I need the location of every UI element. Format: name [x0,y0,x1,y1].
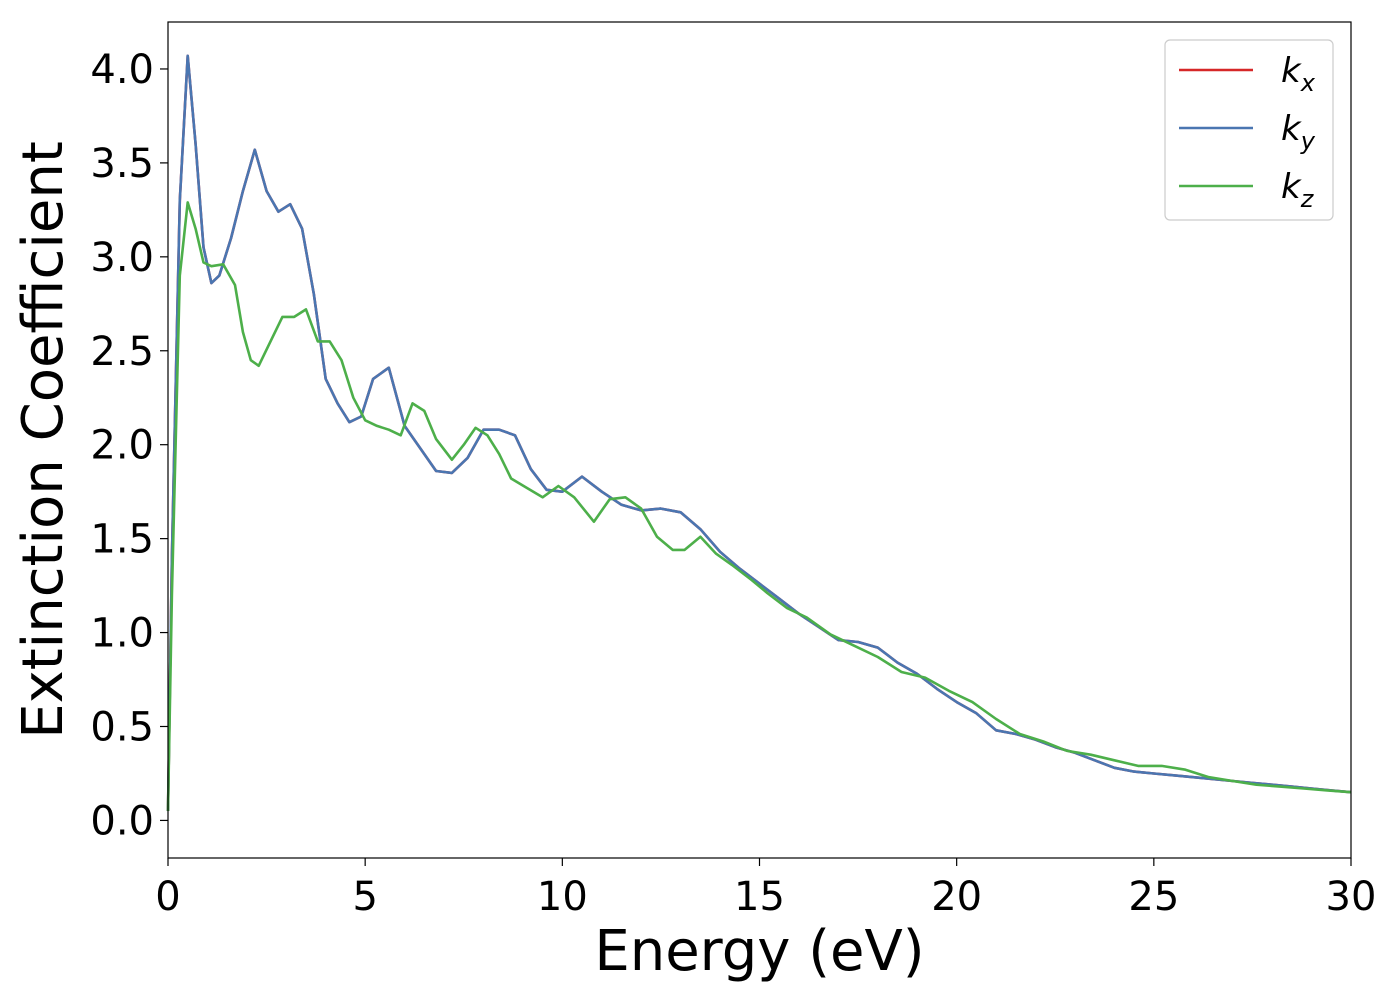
y-tick-label: 2.5 [90,329,154,375]
legend-label-x: kx [1281,51,1316,97]
legend-label-z: kz [1281,167,1315,213]
x-tick-label: 5 [352,874,377,920]
y-axis-label: Extinction Coefficient [11,141,76,739]
x-tick-label: 15 [734,874,785,920]
x-axis-label: Energy (eV) [594,919,924,984]
x-axis-ticks: 0 5 10 15 20 25 30 [155,858,1376,920]
y-tick-label: 3.0 [90,235,154,281]
legend-box [1164,39,1334,221]
x-tick-label: 30 [1326,874,1377,920]
x-tick-label: 10 [537,874,588,920]
y-tick-label: 0.5 [90,704,154,750]
x-tick-label: 0 [155,874,180,920]
legend: kx ky kz [1164,39,1334,221]
y-tick-label: 1.5 [90,517,154,563]
plot-lines [166,54,1352,812]
x-tick-label: 25 [1128,874,1179,920]
y-tick-label: 0.0 [90,798,154,844]
y-tick-label: 1.0 [90,611,154,657]
y-tick-label: 3.5 [90,141,154,187]
plot-frame [167,21,1352,859]
legend-label-y: ky [1281,109,1316,155]
series-line-z [166,201,1352,812]
x-tick-label: 20 [931,874,982,920]
y-tick-label: 2.0 [90,423,154,469]
y-axis-ticks: 0.0 0.5 1.0 1.5 2.0 2.5 3.0 3.5 4.0 [90,47,168,844]
y-tick-label: 4.0 [90,47,154,93]
